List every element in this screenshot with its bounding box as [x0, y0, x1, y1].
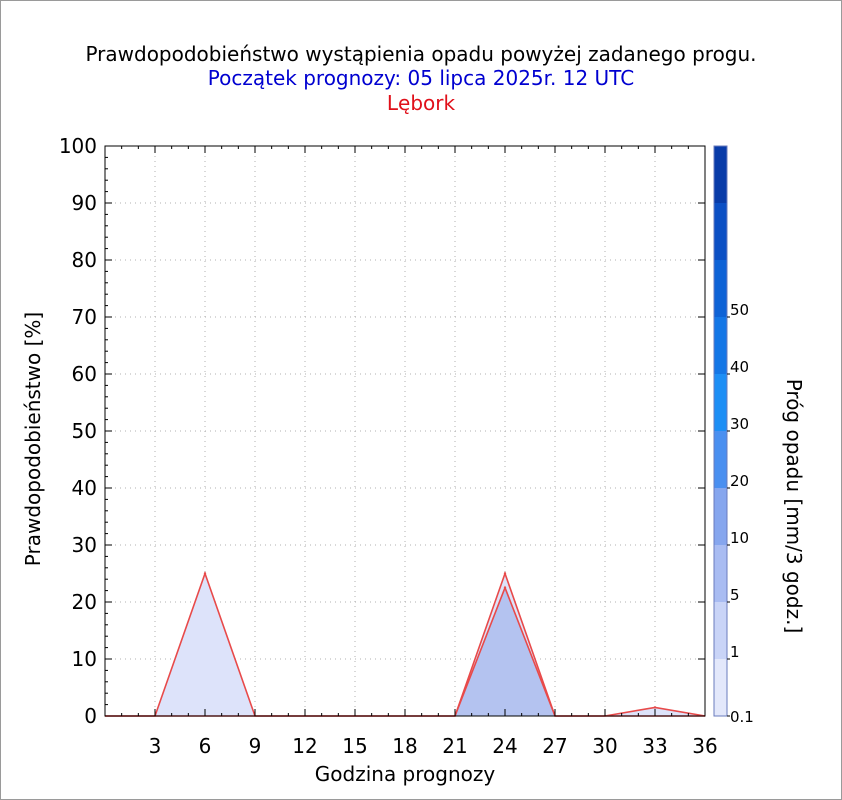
x-tick-label: 21 [442, 734, 467, 758]
chart-location: Lębork [386, 91, 456, 115]
colorbar-label: 5 [730, 586, 740, 604]
colorbar-segment [714, 260, 727, 317]
colorbar-title: Próg opadu [mm/3 godz.] [782, 379, 806, 634]
colorbar-segment [714, 146, 727, 203]
x-tick-label: 3 [149, 734, 162, 758]
x-tick-label: 24 [492, 734, 517, 758]
data-point-0 [653, 706, 657, 709]
colorbar-segment [714, 431, 727, 488]
colorbar-segment [714, 317, 727, 374]
colorbar-segment [714, 602, 727, 659]
x-tick-label: 36 [692, 734, 717, 758]
colorbar-label: 10 [730, 529, 749, 547]
colorbar-label: 30 [730, 415, 749, 433]
y-tick-label: 90 [72, 191, 97, 215]
y-tick-label: 80 [72, 248, 97, 272]
colorbar-segment [714, 374, 727, 431]
data-point-1 [503, 586, 507, 589]
colorbar-segment [714, 659, 727, 716]
colorbar-label: 20 [730, 472, 749, 490]
colorbar-segment [714, 203, 727, 260]
series-area-0 [105, 573, 705, 716]
x-tick-label: 15 [342, 734, 367, 758]
colorbar-label: 50 [730, 301, 749, 319]
x-tick-label: 30 [592, 734, 617, 758]
y-tick-label: 0 [84, 704, 97, 728]
x-tick-label: 6 [199, 734, 212, 758]
y-tick-label: 100 [59, 134, 97, 158]
y-tick-label: 30 [72, 533, 97, 557]
colorbar-segment [714, 545, 727, 602]
colorbar-label: 1 [730, 643, 740, 661]
y-tick-label: 60 [72, 362, 97, 386]
colorbar-label: 0.1 [730, 708, 754, 726]
colorbar-segment [714, 488, 727, 545]
x-tick-label: 9 [249, 734, 262, 758]
y-tick-label: 50 [72, 419, 97, 443]
x-axis-title: Godzina prognozy [315, 762, 496, 786]
x-tick-label: 27 [542, 734, 567, 758]
y-tick-label: 20 [72, 590, 97, 614]
data-point-0 [503, 572, 507, 575]
y-axis-title: Prawdopodobieństwo [%] [21, 312, 45, 566]
colorbar-label: 40 [730, 358, 749, 376]
y-tick-label: 10 [72, 647, 97, 671]
y-tick-label: 40 [72, 476, 97, 500]
data-point-0 [203, 572, 207, 575]
chart-subtitle: Początek prognozy: 05 lipca 2025r. 12 UT… [207, 66, 635, 90]
x-tick-label: 12 [292, 734, 317, 758]
chart-title: Prawdopodobieństwo wystąpienia opadu pow… [85, 42, 757, 66]
x-tick-label: 33 [642, 734, 667, 758]
x-tick-label: 18 [392, 734, 417, 758]
y-tick-label: 70 [72, 305, 97, 329]
